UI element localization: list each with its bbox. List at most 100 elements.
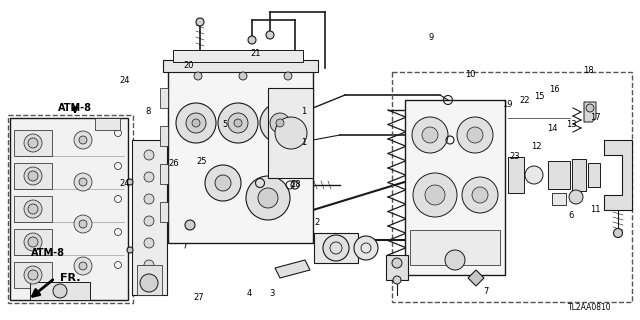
Circle shape xyxy=(354,236,378,260)
Circle shape xyxy=(462,177,498,213)
Text: 17: 17 xyxy=(590,113,600,122)
Text: 24: 24 xyxy=(120,76,130,85)
Circle shape xyxy=(248,36,256,44)
Text: 5: 5 xyxy=(223,120,228,129)
Circle shape xyxy=(74,173,92,191)
Circle shape xyxy=(412,117,448,153)
Text: 11: 11 xyxy=(590,205,600,214)
Text: 26: 26 xyxy=(169,159,179,168)
Ellipse shape xyxy=(24,233,42,251)
Circle shape xyxy=(74,131,92,149)
Circle shape xyxy=(205,165,241,201)
Circle shape xyxy=(392,258,402,268)
Bar xyxy=(137,265,162,295)
Text: 13: 13 xyxy=(566,120,577,129)
Text: 8: 8 xyxy=(146,107,151,116)
Circle shape xyxy=(215,175,231,191)
Circle shape xyxy=(176,103,216,143)
Text: 4: 4 xyxy=(247,289,252,298)
Circle shape xyxy=(569,190,583,204)
Bar xyxy=(160,88,168,108)
Bar xyxy=(552,193,566,205)
Circle shape xyxy=(228,113,248,133)
Bar xyxy=(160,202,168,222)
Bar xyxy=(30,282,90,300)
Circle shape xyxy=(246,176,290,220)
Bar xyxy=(14,229,52,255)
Circle shape xyxy=(413,173,457,217)
Circle shape xyxy=(525,166,543,184)
Polygon shape xyxy=(275,260,310,278)
Text: 21: 21 xyxy=(251,49,261,58)
Circle shape xyxy=(186,113,206,133)
Circle shape xyxy=(194,72,202,80)
Circle shape xyxy=(234,119,242,127)
Text: 3: 3 xyxy=(269,289,275,298)
Text: 7: 7 xyxy=(484,287,489,296)
Bar xyxy=(163,60,318,72)
Circle shape xyxy=(192,119,200,127)
Circle shape xyxy=(74,215,92,233)
Text: 6: 6 xyxy=(569,211,574,220)
Circle shape xyxy=(28,138,38,148)
Circle shape xyxy=(467,127,483,143)
Text: 15: 15 xyxy=(534,92,545,101)
Text: ATM-8: ATM-8 xyxy=(58,103,92,113)
Circle shape xyxy=(586,104,594,112)
Text: ATM-8: ATM-8 xyxy=(31,248,65,259)
Text: 12: 12 xyxy=(531,142,541,151)
Ellipse shape xyxy=(24,134,42,152)
Text: 1: 1 xyxy=(301,138,307,147)
Circle shape xyxy=(276,119,284,127)
Ellipse shape xyxy=(24,200,42,218)
Bar xyxy=(168,68,313,243)
Circle shape xyxy=(258,188,278,208)
Circle shape xyxy=(79,262,87,270)
Text: TL2AA0810: TL2AA0810 xyxy=(568,303,612,313)
Text: 2: 2 xyxy=(314,218,319,227)
Polygon shape xyxy=(584,102,596,122)
Circle shape xyxy=(196,18,204,26)
Circle shape xyxy=(144,260,154,270)
Circle shape xyxy=(457,117,493,153)
Circle shape xyxy=(74,257,92,275)
Bar xyxy=(14,163,52,189)
Text: 22: 22 xyxy=(520,96,530,105)
Bar xyxy=(10,118,128,300)
Circle shape xyxy=(144,150,154,160)
Circle shape xyxy=(53,284,67,298)
Circle shape xyxy=(323,235,349,261)
Bar xyxy=(95,118,120,130)
Bar xyxy=(160,126,168,146)
Text: 1: 1 xyxy=(301,107,307,116)
Bar xyxy=(386,255,408,280)
Bar xyxy=(588,163,600,187)
Circle shape xyxy=(270,113,290,133)
Circle shape xyxy=(127,247,133,253)
Circle shape xyxy=(445,250,465,270)
Circle shape xyxy=(79,220,87,228)
Ellipse shape xyxy=(24,167,42,185)
Circle shape xyxy=(28,270,38,280)
Circle shape xyxy=(472,187,488,203)
Bar xyxy=(14,262,52,288)
Circle shape xyxy=(260,103,300,143)
Polygon shape xyxy=(468,270,484,286)
Circle shape xyxy=(28,204,38,214)
Text: 9: 9 xyxy=(428,33,433,42)
Bar xyxy=(268,88,313,178)
Text: 23: 23 xyxy=(510,152,520,161)
Bar xyxy=(410,230,500,265)
Bar xyxy=(173,50,303,62)
Text: FR.: FR. xyxy=(60,273,80,283)
Text: 16: 16 xyxy=(549,85,559,94)
Circle shape xyxy=(140,274,158,292)
Circle shape xyxy=(185,220,195,230)
Circle shape xyxy=(144,172,154,182)
Circle shape xyxy=(266,31,274,39)
Circle shape xyxy=(425,185,445,205)
Text: 20: 20 xyxy=(184,61,194,70)
Text: 24: 24 xyxy=(120,179,130,188)
Circle shape xyxy=(79,178,87,186)
Text: 10: 10 xyxy=(465,70,476,79)
